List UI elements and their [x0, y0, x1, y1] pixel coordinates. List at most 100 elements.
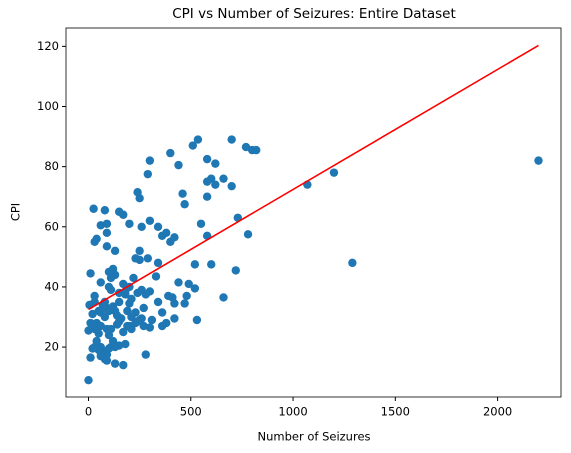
- point: [151, 272, 161, 281]
- point: [102, 356, 112, 365]
- point: [102, 242, 112, 251]
- point: [145, 156, 155, 165]
- y-tick-label: 40: [44, 279, 59, 293]
- point: [119, 210, 128, 219]
- point: [100, 206, 110, 215]
- point: [110, 359, 120, 368]
- point: [110, 306, 120, 316]
- point: [162, 318, 171, 328]
- point: [174, 278, 183, 287]
- point: [192, 315, 202, 325]
- x-axis-label: Number of Seizures: [257, 430, 370, 444]
- point: [145, 216, 155, 225]
- point: [90, 237, 99, 247]
- point: [153, 258, 163, 268]
- point: [114, 297, 124, 307]
- point: [202, 192, 212, 201]
- point: [110, 246, 120, 256]
- point: [170, 314, 179, 323]
- point: [227, 181, 236, 191]
- y-axis-label: CPI: [9, 203, 23, 221]
- point: [180, 299, 189, 308]
- point: [190, 284, 200, 293]
- x-tick-label: 2000: [483, 405, 512, 419]
- point: [137, 222, 146, 231]
- point: [207, 260, 216, 269]
- point: [86, 318, 95, 328]
- plot-frame: [65, 27, 562, 398]
- point: [104, 306, 114, 316]
- x-tick-label: 1000: [278, 405, 307, 419]
- point: [114, 317, 124, 326]
- point: [153, 297, 163, 307]
- point: [143, 254, 153, 263]
- point: [153, 222, 163, 231]
- y-tick-label: 100: [37, 99, 59, 113]
- point: [104, 330, 114, 340]
- point: [90, 342, 99, 352]
- point: [190, 260, 200, 269]
- point: [102, 219, 112, 228]
- point: [141, 290, 150, 299]
- point: [166, 237, 175, 247]
- point: [202, 154, 212, 164]
- point: [166, 148, 175, 158]
- point: [182, 291, 191, 301]
- point: [139, 303, 148, 313]
- point: [170, 299, 179, 308]
- point: [104, 267, 114, 277]
- point: [96, 308, 105, 317]
- point: [157, 231, 167, 241]
- y-tick-label: 20: [44, 340, 59, 354]
- point: [86, 353, 95, 362]
- point: [86, 269, 95, 278]
- point: [104, 344, 114, 353]
- point: [127, 294, 136, 304]
- point: [211, 180, 220, 189]
- point: [227, 135, 236, 144]
- point: [157, 308, 167, 317]
- point: [127, 312, 136, 322]
- point: [125, 321, 134, 331]
- y-tick-label: 120: [37, 39, 59, 53]
- point: [137, 314, 146, 323]
- point: [231, 266, 240, 275]
- point: [143, 169, 153, 179]
- point: [184, 279, 193, 289]
- point: [125, 219, 134, 228]
- point: [329, 168, 339, 177]
- x-tick-label: 500: [180, 405, 202, 419]
- point: [180, 200, 189, 209]
- x-tick-label: 0: [85, 405, 92, 419]
- point: [243, 230, 253, 239]
- point: [121, 339, 130, 349]
- point: [135, 194, 144, 203]
- point: [102, 228, 112, 237]
- point: [89, 204, 98, 213]
- point: [100, 297, 110, 307]
- point: [534, 156, 543, 165]
- point: [174, 160, 183, 170]
- point: [94, 329, 103, 338]
- point: [84, 375, 93, 385]
- point: [119, 360, 128, 370]
- point: [145, 323, 155, 332]
- point: [219, 293, 228, 302]
- point: [219, 174, 228, 183]
- point: [147, 315, 157, 325]
- x-tick-label: 1500: [381, 405, 410, 419]
- point: [211, 159, 220, 168]
- fit-line: [88, 44, 539, 311]
- point: [106, 285, 116, 295]
- point: [141, 350, 150, 359]
- point: [188, 141, 198, 150]
- point: [96, 278, 105, 287]
- point: [135, 246, 144, 256]
- point: [348, 258, 357, 268]
- point: [123, 306, 132, 316]
- chart-title: CPI vs Number of Seizures: Entire Datase…: [172, 6, 456, 22]
- point: [90, 291, 99, 301]
- point: [252, 145, 261, 155]
- point: [119, 327, 128, 337]
